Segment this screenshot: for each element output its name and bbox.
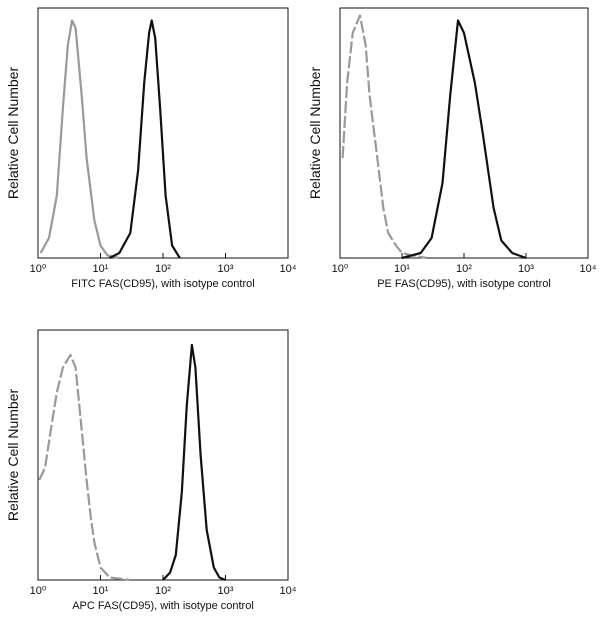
y-axis-label: Relative Cell Number (5, 67, 21, 200)
x-tick-label: 10⁰ (30, 585, 47, 597)
histogram-curve (341, 14, 427, 260)
plot-frame (339, 7, 589, 259)
x-tick-label: 10⁰ (30, 263, 47, 275)
histogram-curve (38, 353, 131, 582)
histogram-curve (162, 343, 226, 582)
histogram-curve (39, 19, 120, 260)
y-axis-label: Relative Cell Number (5, 389, 21, 522)
histogram-curve (109, 19, 181, 259)
x-tick-label: 10¹ (93, 585, 109, 597)
x-tick-label: 10⁴ (580, 263, 597, 275)
x-tick-label: 10³ (518, 263, 534, 275)
x-tick-label: 10¹ (93, 263, 109, 275)
y-axis-label: Relative Cell Number (307, 67, 323, 200)
plot-frame (37, 7, 289, 259)
x-tick-label: 10⁰ (332, 263, 349, 275)
histogram-curve (401, 19, 527, 260)
x-axis-label: PE FAS(CD95), with isotype control (377, 278, 551, 290)
x-axis-label: FITC FAS(CD95), with isotype control (71, 278, 254, 290)
x-tick-label: 10³ (218, 263, 234, 275)
x-tick-label: 10³ (218, 585, 234, 597)
x-tick-label: 10² (155, 263, 171, 275)
x-tick-label: 10⁴ (280, 585, 297, 597)
x-tick-label: 10⁴ (280, 263, 297, 275)
x-tick-label: 10² (456, 263, 472, 275)
x-tick-label: 10¹ (394, 263, 410, 275)
x-tick-label: 10² (155, 585, 171, 597)
x-axis-label: APC FAS(CD95), with isotype control (72, 600, 254, 612)
